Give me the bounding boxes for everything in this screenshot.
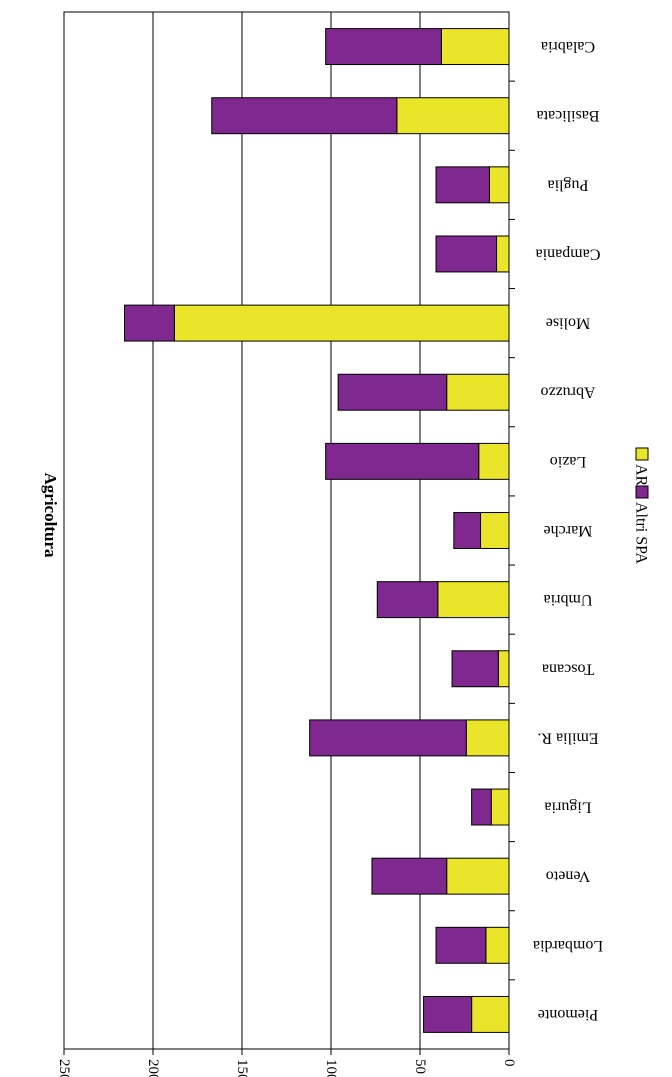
bar-ar xyxy=(437,581,510,619)
bar-altri-spa xyxy=(124,304,175,342)
value-tick-label: 150 xyxy=(234,1059,250,1077)
category-label: Molise xyxy=(546,315,590,332)
category-label: Emilia R. xyxy=(537,729,598,746)
legend-group: AR Altri SPA xyxy=(633,447,650,565)
bar-altri-spa xyxy=(376,581,439,619)
bar-altri-spa xyxy=(435,235,498,273)
bar-altri-spa xyxy=(435,926,487,964)
category-label: Basilicata xyxy=(536,107,599,124)
value-tick-label: 50 xyxy=(412,1059,428,1074)
category-label: Calabria xyxy=(541,38,595,55)
bar-ar xyxy=(488,166,510,204)
bar-ar xyxy=(440,28,510,66)
bar-ar xyxy=(173,304,510,342)
bar-altri-spa xyxy=(471,788,492,826)
legend-swatch xyxy=(635,447,649,461)
legend-label: Altri SPA xyxy=(633,502,650,565)
value-tick-label: 200 xyxy=(145,1059,161,1077)
bar-altri-spa xyxy=(423,995,473,1033)
category-label: Lazio xyxy=(550,453,586,470)
category-label: Puglia xyxy=(548,176,589,193)
bar-ar xyxy=(480,512,510,549)
bar-altri-spa xyxy=(435,166,490,204)
category-label: Umbria xyxy=(544,591,593,608)
value-tick-label: 0 xyxy=(501,1059,517,1067)
bar-altri-spa xyxy=(453,512,482,549)
bar-ar xyxy=(446,857,510,895)
bar-altri-spa xyxy=(451,650,499,688)
bar-ar xyxy=(485,926,510,964)
plot-frame xyxy=(63,11,510,1050)
value-axis: 0 50 100 150 200 250 xyxy=(56,1049,517,1077)
value-tick-label: 250 xyxy=(56,1059,72,1077)
bar-ar xyxy=(396,97,510,135)
bars xyxy=(124,28,510,1033)
bar-altri-spa xyxy=(371,857,448,895)
category-label: Abruzzo xyxy=(540,384,595,401)
bar-altri-spa xyxy=(337,373,448,411)
category-label: Piemonte xyxy=(538,1006,598,1023)
value-tick-label: 100 xyxy=(323,1059,339,1077)
bar-altri-spa xyxy=(309,719,467,757)
bar-ar xyxy=(465,719,510,757)
category-label: Toscana xyxy=(542,660,594,677)
bar-ar xyxy=(497,650,510,688)
bar-altri-spa xyxy=(325,28,442,66)
bar-ar xyxy=(471,995,510,1033)
category-label: Veneto xyxy=(546,868,590,885)
chart-title: Agricoltura xyxy=(41,473,60,558)
bar-altri-spa xyxy=(325,442,480,480)
category-axis: Piemonte Lombardia Veneto Liguria Emilia R. T… xyxy=(509,38,603,1023)
bar-ar xyxy=(478,442,510,480)
bar-ar xyxy=(496,235,510,273)
category-label: Campania xyxy=(536,245,601,262)
legend: AR Altri SPA xyxy=(633,447,650,565)
category-label: Marche xyxy=(544,522,593,539)
bar-ar xyxy=(446,373,510,411)
bar-altri-spa xyxy=(211,97,398,135)
bar-ar xyxy=(490,788,510,826)
category-label: Liguria xyxy=(544,799,591,816)
legend-swatch xyxy=(635,485,649,499)
category-label: Lombardia xyxy=(533,937,603,954)
legend-label: AR xyxy=(633,464,650,487)
